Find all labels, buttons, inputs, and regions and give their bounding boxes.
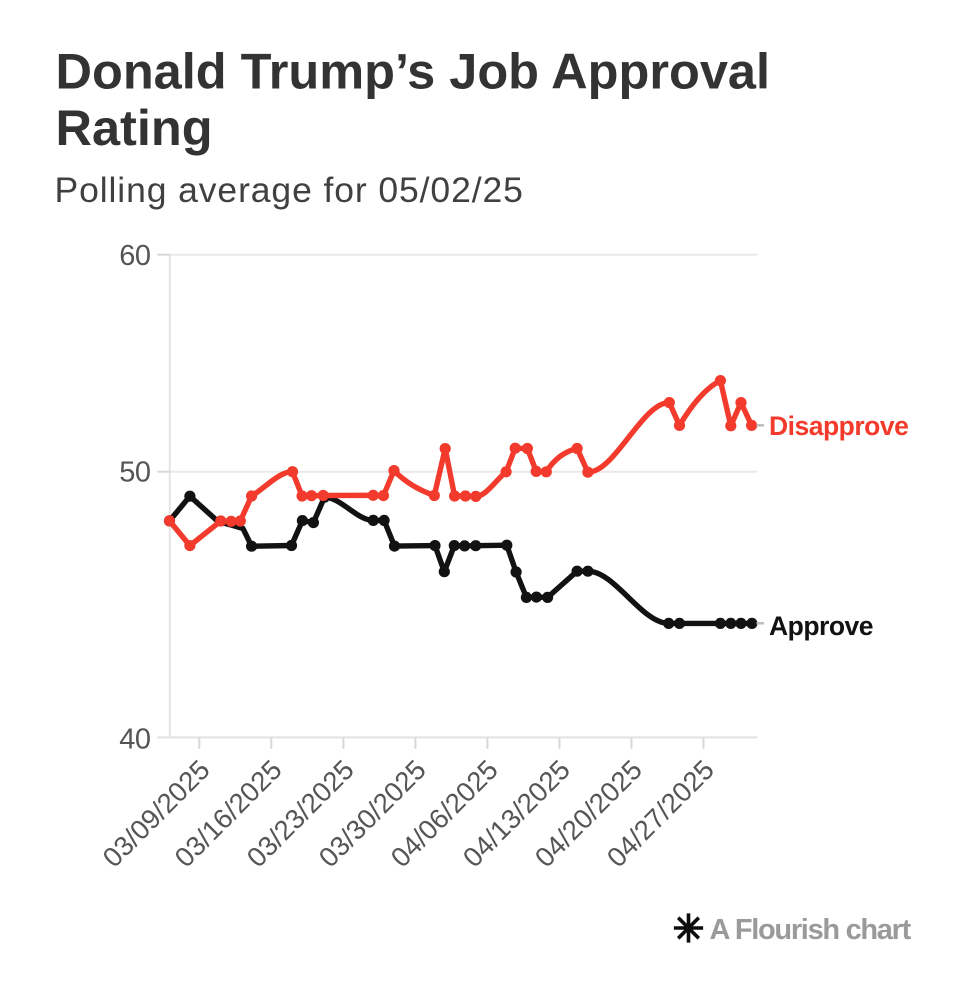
svg-text:Disapprove: Disapprove bbox=[769, 411, 908, 441]
svg-text:Polling average for 05/02/25: Polling average for 05/02/25 bbox=[55, 170, 524, 210]
svg-text:50: 50 bbox=[119, 457, 150, 489]
svg-text:A Flourish chart: A Flourish chart bbox=[710, 914, 912, 946]
svg-text:Rating: Rating bbox=[56, 99, 213, 156]
svg-text:Approve: Approve bbox=[769, 611, 873, 641]
svg-text:60: 60 bbox=[119, 240, 150, 272]
svg-text:40: 40 bbox=[119, 724, 150, 756]
svg-text:Donald Trump’s Job Approval: Donald Trump’s Job Approval bbox=[56, 43, 771, 100]
